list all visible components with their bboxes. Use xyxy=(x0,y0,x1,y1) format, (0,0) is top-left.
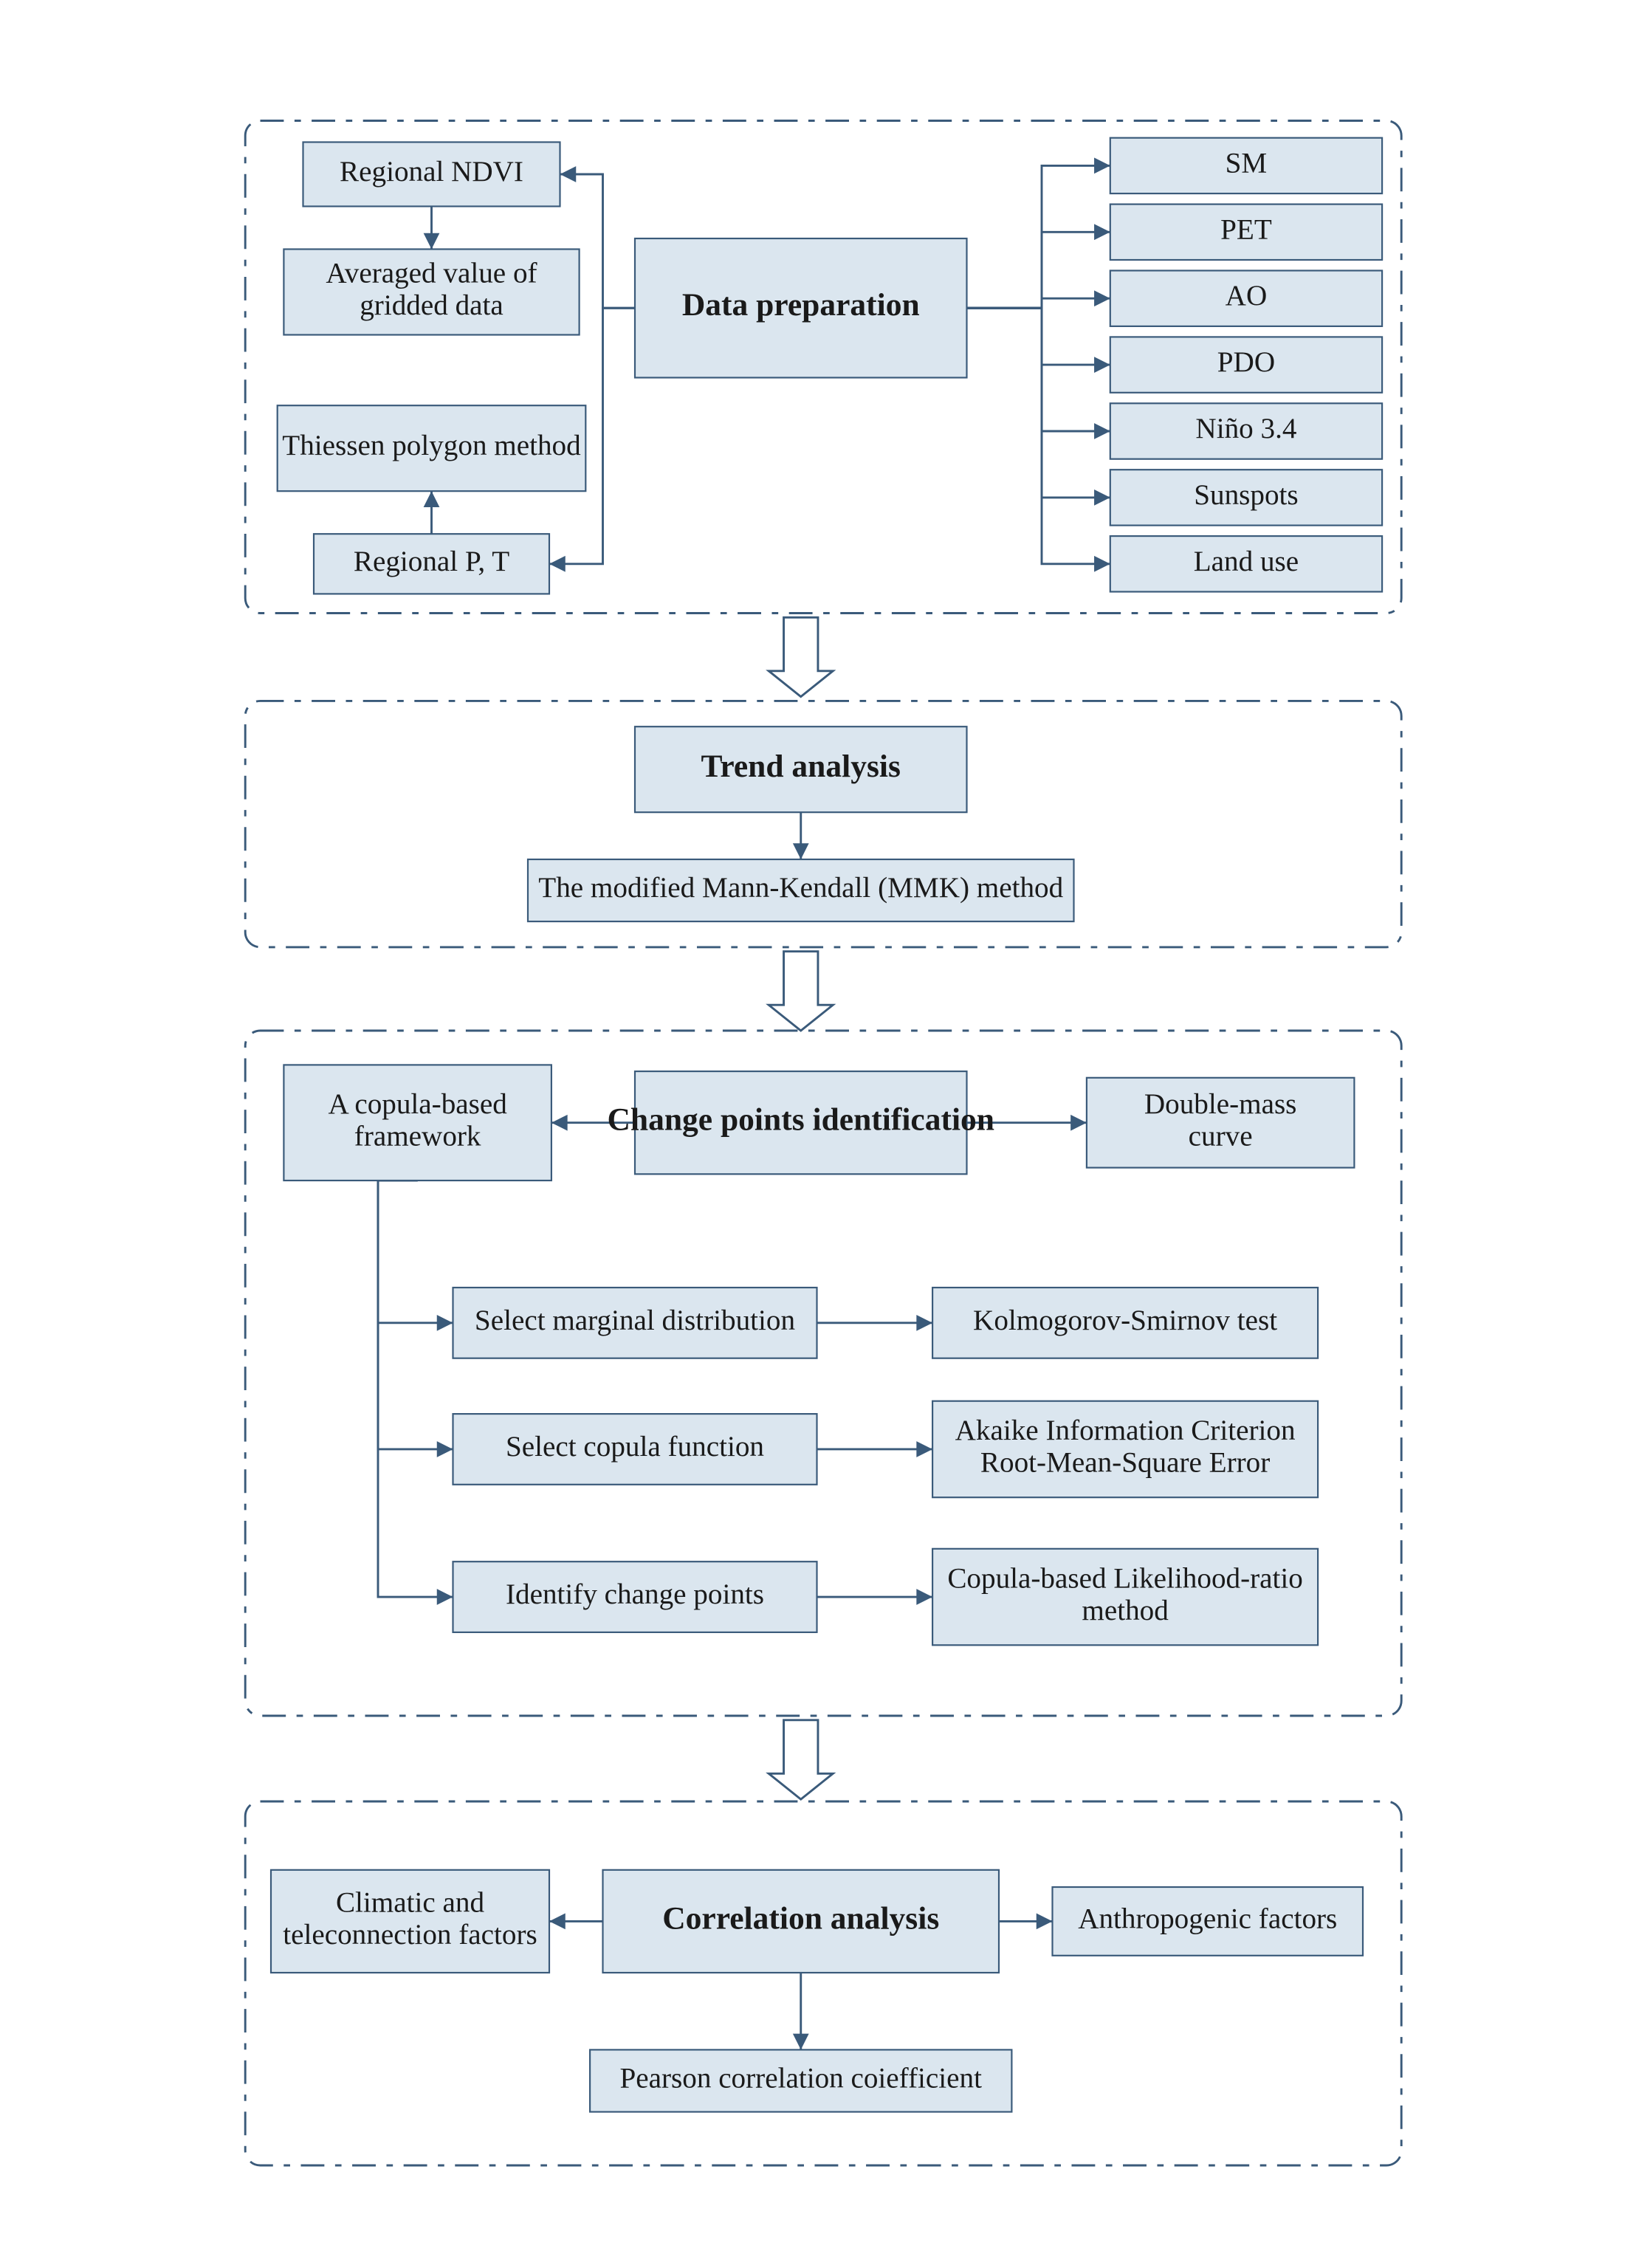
correlation-label: Correlation analysis xyxy=(662,1900,939,1936)
identify-cp-label: Identify change points xyxy=(506,1578,764,1610)
climate-factors-label: Climatic and xyxy=(336,1887,485,1919)
landuse-label: Land use xyxy=(1194,546,1299,577)
identify-cp: Identify change points xyxy=(453,1561,817,1632)
regional-ndvi-label: Regional NDVI xyxy=(340,156,523,188)
edge-data-prep-sunspots xyxy=(967,308,1110,498)
aic-rmse-label: Akaike Information Criterion xyxy=(955,1415,1296,1446)
edge-data-prep-nino xyxy=(967,308,1110,431)
ao: AO xyxy=(1110,271,1382,326)
edge-copula-framework-select-copula xyxy=(378,1181,453,1449)
mmk: The modified Mann-Kendall (MMK) method xyxy=(528,859,1074,921)
select-copula-label: Select copula function xyxy=(506,1431,764,1463)
copula-framework-label: A copula-based xyxy=(328,1088,507,1120)
section-arrow-icon xyxy=(769,952,833,1031)
avg-gridded-label: Averaged value of xyxy=(326,258,537,289)
nino: Niño 3.4 xyxy=(1110,403,1382,458)
data-prep: Data preparation xyxy=(635,238,967,378)
pearson: Pearson correlation coiefficient xyxy=(590,2049,1011,2111)
sm-label: SM xyxy=(1226,147,1268,179)
data-prep-label: Data preparation xyxy=(682,287,920,323)
anthro-factors: Anthropogenic factors xyxy=(1053,1887,1364,1956)
flowchart-canvas: Data preparation Regional NDVI Averaged va… xyxy=(0,0,1636,2268)
avg-gridded: Averaged value ofgridded data xyxy=(283,250,579,335)
aic-rmse: Akaike Information CriterionRoot-Mean-Sq… xyxy=(932,1401,1318,1498)
nino-label: Niño 3.4 xyxy=(1195,413,1296,444)
change-points: Change points identification xyxy=(608,1071,995,1174)
edge-data-prep-landuse xyxy=(967,308,1110,564)
sunspots-label: Sunspots xyxy=(1194,479,1298,511)
copula-lr-label: Copula-based Likelihood-ratio xyxy=(947,1562,1303,1594)
avg-gridded-label: gridded data xyxy=(360,289,503,321)
regional-ndvi: Regional NDVI xyxy=(303,142,560,207)
climate-factors-label: teleconnection factors xyxy=(283,1919,537,1951)
double-mass: Double-masscurve xyxy=(1087,1078,1355,1168)
pet-label: PET xyxy=(1220,213,1272,245)
section-arrow-icon xyxy=(769,1720,833,1799)
ao-label: AO xyxy=(1226,280,1268,312)
copula-framework: A copula-basedframework xyxy=(283,1065,551,1181)
sunspots: Sunspots xyxy=(1110,470,1382,525)
double-mass-label: curve xyxy=(1189,1120,1253,1152)
regional-pt: Regional P, T xyxy=(314,534,549,594)
climate-factors: Climatic andteleconnection factors xyxy=(271,1870,549,1973)
select-marginal-label: Select marginal distribution xyxy=(475,1305,795,1336)
edge-data-prep-pdo xyxy=(967,308,1110,365)
mmk-label: The modified Mann-Kendall (MMK) method xyxy=(538,872,1063,904)
thiessen: Thiessen polygon method xyxy=(278,405,586,491)
sm: SM xyxy=(1110,138,1382,193)
pdo-label: PDO xyxy=(1217,346,1275,378)
landuse: Land use xyxy=(1110,536,1382,591)
section-arrow-icon xyxy=(769,617,833,696)
copula-lr: Copula-based Likelihood-ratiomethod xyxy=(932,1549,1318,1646)
pearson-label: Pearson correlation coiefficient xyxy=(619,2062,982,2094)
pet: PET xyxy=(1110,205,1382,260)
correlation: Correlation analysis xyxy=(603,1870,1000,1973)
edge-copula-framework-identify-cp xyxy=(378,1181,453,1597)
double-mass-label: Double-mass xyxy=(1144,1088,1297,1120)
copula-lr-label: method xyxy=(1082,1595,1169,1626)
aic-rmse-label: Root-Mean-Square Error xyxy=(980,1447,1270,1479)
trend-analysis: Trend analysis xyxy=(635,726,967,812)
pdo: PDO xyxy=(1110,337,1382,392)
select-marginal: Select marginal distribution xyxy=(453,1288,817,1358)
edge-data-prep-ao xyxy=(967,298,1110,308)
anthro-factors-label: Anthropogenic factors xyxy=(1078,1903,1337,1934)
regional-pt-label: Regional P, T xyxy=(354,546,509,577)
edge-data-prep-sm xyxy=(967,165,1110,308)
trend-analysis-label: Trend analysis xyxy=(701,749,901,784)
edge-data-prep-pet xyxy=(967,232,1110,308)
ks-test-label: Kolmogorov-Smirnov test xyxy=(973,1305,1277,1336)
edge-copula-framework-select-marginal xyxy=(378,1181,453,1323)
ks-test: Kolmogorov-Smirnov test xyxy=(932,1288,1318,1358)
copula-framework-label: framework xyxy=(354,1120,481,1152)
change-points-label: Change points identification xyxy=(608,1102,995,1138)
thiessen-label: Thiessen polygon method xyxy=(282,430,581,461)
select-copula: Select copula function xyxy=(453,1414,817,1485)
